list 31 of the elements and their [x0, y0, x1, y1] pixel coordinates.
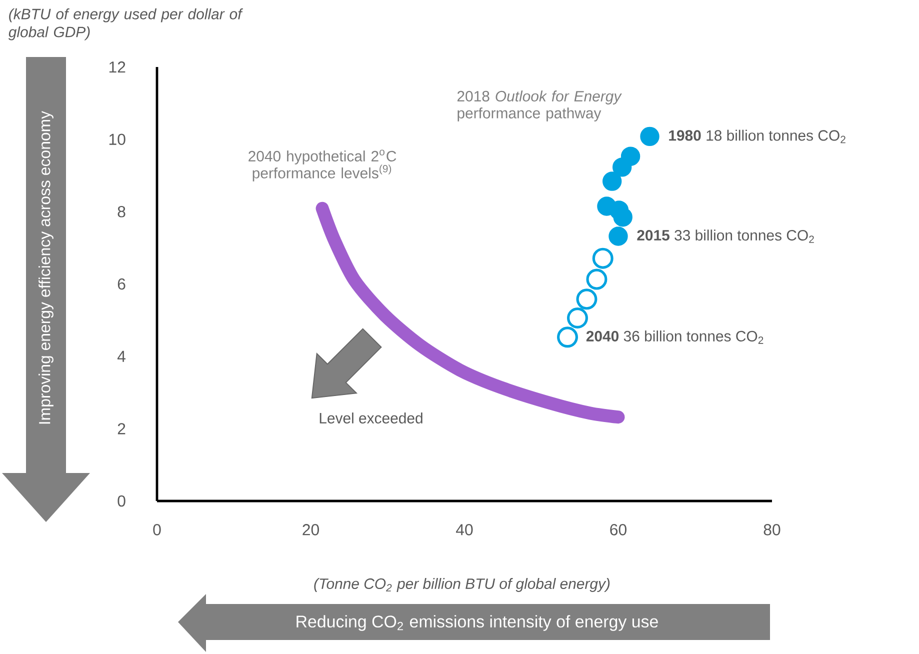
point	[592, 248, 614, 269]
point	[608, 226, 628, 246]
point	[586, 268, 608, 290]
y-tick-label: 4	[117, 350, 126, 362]
point	[557, 326, 578, 348]
x-axis-title: (Tonne CO$_{2}$ per billion BTU of global energy)	[314, 578, 610, 592]
x-tick-label: 80	[764, 524, 780, 536]
annotation: 1980 18 billion tonnes CO$_{2}$	[669, 130, 846, 144]
y-tick-label: 10	[109, 134, 126, 145]
point	[640, 126, 660, 146]
point	[602, 172, 622, 191]
y-axis-title: (kBTU of energy used per dollar of global GDP)	[8, 8, 244, 40]
y-tick-label: 8	[118, 206, 126, 218]
annotation: 2040 36 billion tonnes CO$_{2}$	[586, 330, 764, 344]
x-tick-label: 0	[153, 524, 161, 536]
point	[576, 288, 598, 310]
y-tick-label: 6	[118, 278, 126, 290]
x-tick-label: 60	[610, 524, 626, 536]
point	[612, 158, 632, 177]
x-tick-label: 20	[302, 524, 319, 536]
text: Improving energy efficiency across economy	[38, 110, 54, 424]
x-tick-label: 40	[456, 524, 473, 536]
annotation: Level exceeded	[320, 412, 422, 424]
text: 2040 hypothetical 2$^{o}$C performance levels$^{(9)}$	[248, 150, 396, 182]
y-tick-label: 12	[109, 61, 126, 73]
y-tick-label: 0	[118, 495, 126, 507]
text: Reducing CO$_{2}$ emissions intensity of energy use	[296, 615, 658, 631]
y-tick-label: 2	[118, 423, 126, 434]
annotation: 2015 33 billion tonnes CO$_{2}$	[637, 230, 814, 243]
point	[566, 307, 588, 328]
series-label: 2018 Outlook for Energy performance pathway	[457, 90, 622, 122]
